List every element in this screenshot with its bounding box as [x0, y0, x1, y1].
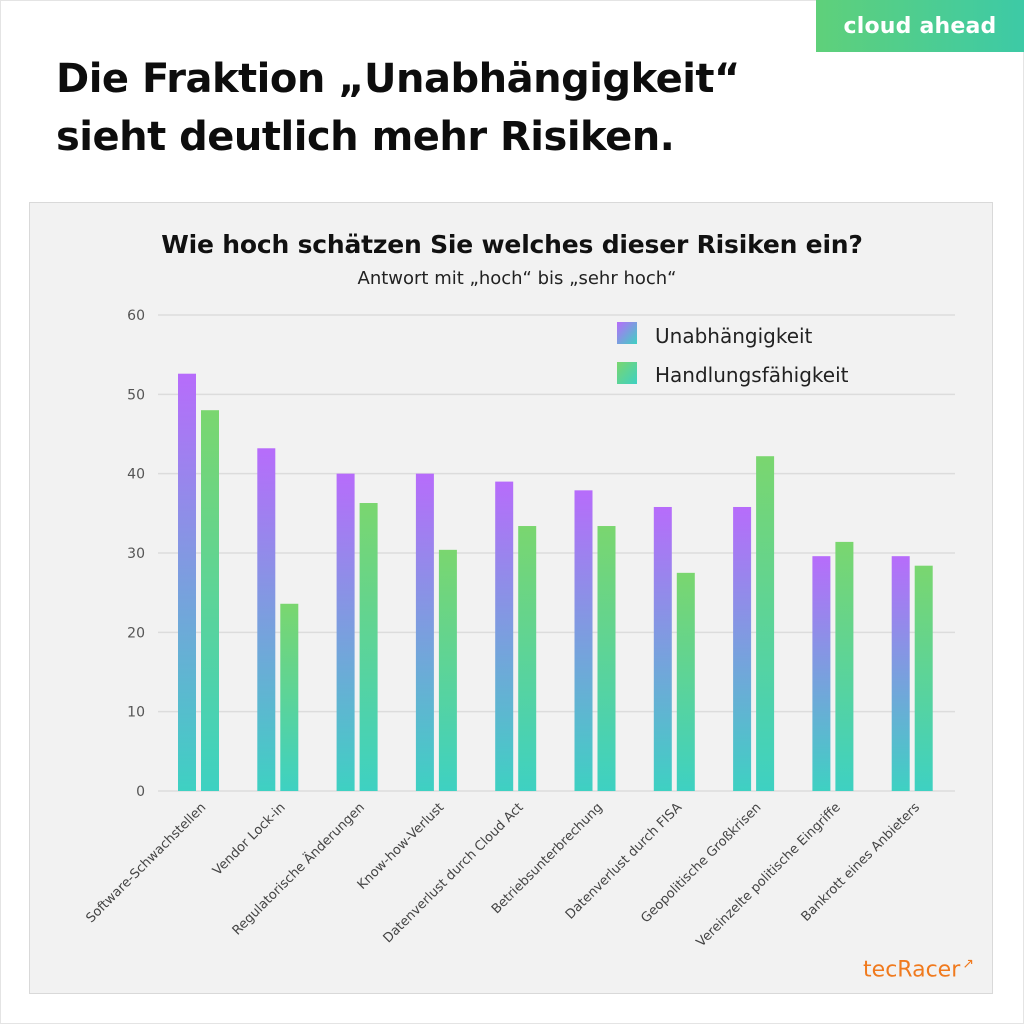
x-category-label: Regulatorische Änderungen: [229, 800, 368, 939]
bar-handlungsfaehigkeit: [597, 526, 616, 791]
arrow-up-right-icon: ↗: [962, 956, 974, 972]
bar-handlungsfaehigkeit: [438, 549, 457, 791]
legend-swatch-handlungsfaehigkeit: [617, 362, 637, 384]
legend-label-handlungsfaehigkeit: Handlungsfähigkeit: [655, 363, 849, 387]
headline-line-1: Die Fraktion „Unabhängigkeit“: [56, 56, 740, 102]
bar-handlungsfaehigkeit: [201, 410, 219, 791]
y-tick-label: 30: [127, 546, 145, 562]
brand-badge-label: cloud ahead: [843, 13, 997, 39]
bar-handlungsfaehigkeit: [359, 503, 378, 791]
headline-line-2: sieht deutlich mehr Risiken.: [56, 114, 675, 160]
x-category-label: Know-how-Verlust: [355, 800, 447, 892]
chart-title: Wie hoch schätzen Sie welches dieser Ris…: [161, 230, 863, 259]
bar-unabhaengigkeit: [574, 490, 593, 791]
x-category-label: Datenverlust durch Cloud Act: [381, 800, 527, 946]
y-tick-label: 10: [127, 705, 145, 721]
chart-subtitle: Antwort mit „hoch“ bis „sehr hoch“: [357, 268, 677, 289]
y-tick-label: 20: [127, 625, 145, 641]
bar-handlungsfaehigkeit: [518, 526, 537, 791]
y-tick-label: 50: [127, 387, 145, 403]
logo-text: tecRacer: [863, 957, 961, 983]
bar-handlungsfaehigkeit: [280, 603, 299, 791]
bar-unabhaengigkeit: [891, 556, 910, 791]
category-label-layer: Software-Schwachstellen Vendor Lock-inReg…: [83, 800, 923, 951]
headline: Die Fraktion „Unabhängigkeit“ sieht deut…: [56, 50, 816, 166]
tecracer-logo: tecRacer ↗: [863, 956, 974, 982]
bar-unabhaengigkeit: [653, 506, 672, 791]
bar-unabhaengigkeit: [415, 473, 434, 791]
bar-handlungsfaehigkeit: [756, 456, 775, 791]
bar-handlungsfaehigkeit: [676, 572, 695, 791]
legend-swatch-unabhaengigkeit: [617, 322, 637, 344]
x-category-label: Vereinzelte politische Eingriffe: [694, 800, 844, 950]
bar-handlungsfaehigkeit: [835, 541, 854, 791]
legend-label-unabhaengigkeit: Unabhängigkeit: [655, 324, 813, 348]
bar-unabhaengigkeit: [178, 373, 196, 791]
bar-unabhaengigkeit: [812, 556, 831, 791]
bar-layer: [178, 373, 933, 791]
bar-unabhaengigkeit: [336, 473, 355, 791]
x-category-label: Vendor Lock-in: [210, 800, 288, 878]
bar-handlungsfaehigkeit: [914, 565, 933, 791]
bar-unabhaengigkeit: [733, 506, 752, 791]
y-tick-label: 0: [136, 784, 145, 800]
bar-unabhaengigkeit: [257, 448, 276, 791]
x-category-label: Software-Schwachstellen: [83, 800, 209, 926]
legend: Unabhängigkeit Handlungsfähigkeit: [617, 322, 849, 387]
brand-badge: cloud ahead: [816, 0, 1024, 52]
bar-unabhaengigkeit: [495, 481, 514, 791]
y-tick-label: 40: [127, 467, 145, 483]
y-tick-label: 60: [127, 308, 145, 324]
